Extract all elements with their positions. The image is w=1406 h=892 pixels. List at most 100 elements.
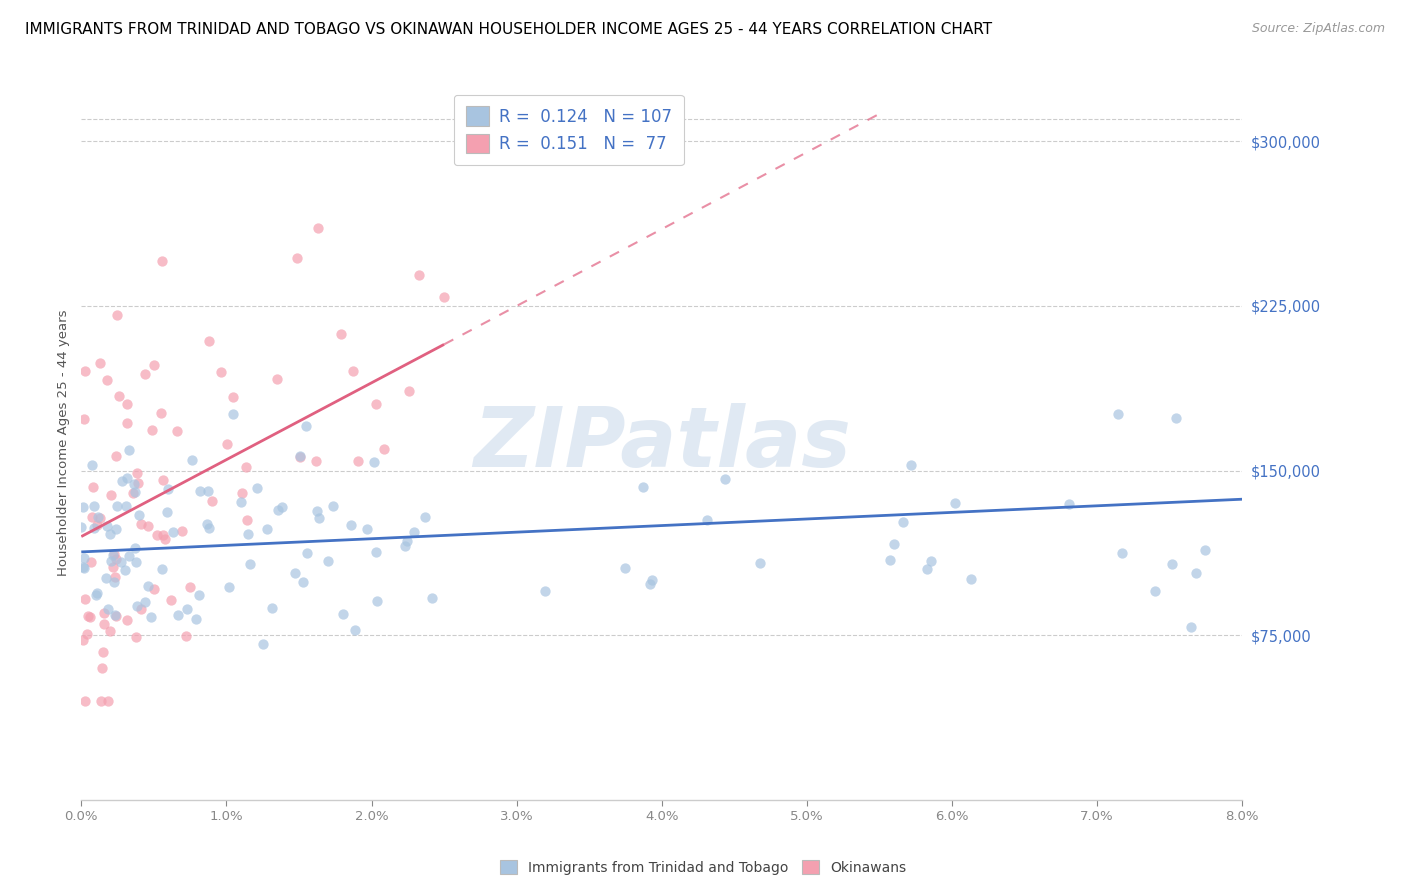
- Point: [748, 556, 770, 570]
- Point: [125, 599, 148, 614]
- Point: [295, 546, 318, 560]
- Point: [1180, 620, 1202, 634]
- Point: [72, 633, 94, 648]
- Point: [111, 475, 134, 489]
- Point: [86, 518, 108, 533]
- Point: [167, 607, 190, 622]
- Point: [943, 496, 966, 510]
- Point: [332, 607, 354, 622]
- Point: [90, 694, 112, 708]
- Point: [217, 437, 239, 451]
- Point: [93, 606, 115, 620]
- Point: [696, 513, 718, 527]
- Point: [129, 602, 152, 616]
- Point: [84, 588, 107, 602]
- Point: [316, 554, 339, 568]
- Point: [73, 412, 96, 426]
- Point: [152, 473, 174, 487]
- Point: [1194, 543, 1216, 558]
- Point: [73, 694, 96, 708]
- Point: [115, 500, 138, 514]
- Point: [398, 384, 420, 398]
- Point: [920, 554, 942, 568]
- Point: [83, 521, 105, 535]
- Point: [201, 494, 224, 508]
- Point: [292, 574, 315, 589]
- Point: [104, 522, 127, 536]
- Point: [295, 418, 318, 433]
- Point: [181, 452, 204, 467]
- Point: [290, 450, 312, 465]
- Point: [221, 390, 243, 404]
- Point: [103, 574, 125, 589]
- Point: [363, 455, 385, 469]
- Point: [128, 508, 150, 522]
- Point: [96, 519, 118, 533]
- Point: [125, 466, 148, 480]
- Point: [222, 408, 245, 422]
- Point: [344, 623, 367, 637]
- Point: [422, 591, 444, 606]
- Point: [75, 592, 97, 607]
- Point: [121, 486, 143, 500]
- Point: [235, 459, 257, 474]
- Point: [307, 220, 329, 235]
- Point: [252, 637, 274, 651]
- Point: [236, 527, 259, 541]
- Point: [340, 517, 363, 532]
- Point: [915, 562, 938, 576]
- Point: [93, 617, 115, 632]
- Point: [714, 472, 737, 486]
- Point: [98, 624, 121, 639]
- Legend: R =  0.124   N = 107, R =  0.151   N =  77: R = 0.124 N = 107, R = 0.151 N = 77: [454, 95, 683, 165]
- Point: [641, 573, 664, 587]
- Point: [100, 554, 122, 568]
- Point: [176, 602, 198, 616]
- Point: [236, 513, 259, 527]
- Legend: Immigrants from Trinidad and Tobago, Okinawans: Immigrants from Trinidad and Tobago, Oki…: [495, 855, 911, 880]
- Point: [266, 372, 288, 386]
- Point: [86, 585, 108, 599]
- Point: [1166, 410, 1188, 425]
- Point: [394, 539, 416, 553]
- Point: [82, 479, 104, 493]
- Point: [893, 515, 915, 529]
- Point: [188, 483, 211, 498]
- Point: [72, 500, 94, 515]
- Point: [136, 578, 159, 592]
- Point: [72, 560, 94, 574]
- Point: [176, 629, 198, 643]
- Point: [960, 572, 983, 586]
- Point: [402, 524, 425, 539]
- Point: [638, 577, 661, 591]
- Point: [89, 510, 111, 524]
- Point: [396, 534, 419, 549]
- Point: [125, 630, 148, 644]
- Point: [77, 608, 100, 623]
- Point: [152, 528, 174, 542]
- Point: [614, 561, 637, 575]
- Point: [96, 373, 118, 387]
- Point: [155, 505, 177, 519]
- Point: [209, 365, 232, 379]
- Point: [229, 495, 252, 509]
- Point: [97, 601, 120, 615]
- Point: [122, 476, 145, 491]
- Point: [197, 483, 219, 498]
- Point: [187, 588, 209, 602]
- Point: [73, 561, 96, 575]
- Point: [186, 612, 208, 626]
- Point: [105, 308, 128, 322]
- Point: [94, 571, 117, 585]
- Point: [90, 660, 112, 674]
- Text: ZIPatlas: ZIPatlas: [472, 402, 851, 483]
- Point: [108, 389, 131, 403]
- Point: [83, 500, 105, 514]
- Point: [131, 517, 153, 532]
- Point: [197, 521, 219, 535]
- Point: [900, 458, 922, 473]
- Point: [150, 406, 173, 420]
- Point: [127, 475, 149, 490]
- Point: [97, 694, 120, 708]
- Point: [141, 610, 163, 624]
